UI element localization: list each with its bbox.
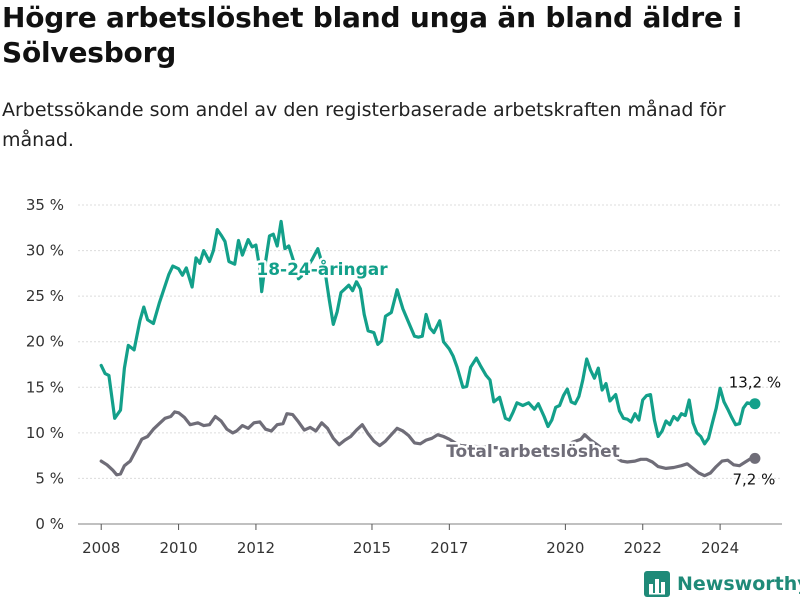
page-subtitle: Arbetssökande som andel av den registerb… (2, 99, 726, 151)
page-title: Högre arbetslöshet bland unga än bland ä… (2, 1, 742, 69)
youth-series-label-halo: 18-24-åringar (256, 258, 388, 280)
brand-footer: Newsworthy (644, 569, 800, 599)
youth-series-line (99, 219, 757, 446)
x-tick-label: 2022 (624, 539, 662, 557)
x-tick-label: 2012 (237, 539, 275, 557)
y-tick-label: 5 % (35, 469, 64, 487)
total-series-end-point (749, 452, 761, 464)
x-tick-label: 2017 (430, 539, 468, 557)
youth-end-value-label: 13,2 % (729, 374, 781, 392)
total-series-label-halo: Total arbetslöshet (446, 442, 620, 462)
y-tick-label: 25 % (26, 287, 64, 305)
x-tick-label: 2024 (701, 539, 739, 557)
x-tick-label: 2010 (159, 539, 197, 557)
y-tick-label: 20 % (26, 333, 64, 351)
x-tick-label: 2008 (82, 539, 120, 557)
bar-chart-logo-icon (644, 571, 670, 597)
total-series-label: Total arbetslöshet (446, 442, 620, 462)
y-tick-label: 30 % (26, 242, 64, 260)
y-tick-label: 10 % (26, 424, 64, 442)
total-end-value-label: 7,2 % (732, 470, 775, 488)
youth-series-end-point (749, 398, 761, 410)
y-tick-label: 15 % (26, 378, 64, 396)
x-tick-label: 2020 (546, 539, 584, 557)
x-tick-label: 2015 (353, 539, 391, 557)
brand-name: Newsworthy (677, 573, 800, 595)
y-tick-label: 35 % (26, 196, 64, 214)
total-series-line (99, 410, 757, 478)
y-tick-label: 0 % (35, 515, 64, 533)
youth-series-label: 18-24-åringar (256, 258, 388, 280)
